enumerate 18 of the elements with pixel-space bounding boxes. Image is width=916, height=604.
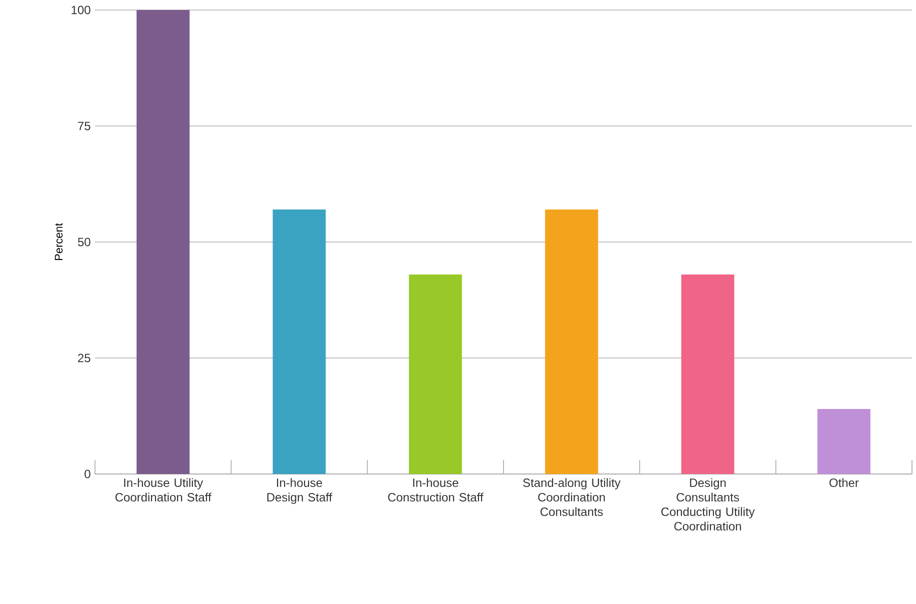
x-tick-label: Stand-along Utility Coordination Consultants xyxy=(523,478,621,516)
x-tick-label: In-house Design Staff xyxy=(267,478,332,504)
x-tick-label: In-house Construction Staff xyxy=(388,478,484,502)
y-tick-label: 50 xyxy=(78,238,90,246)
y-axis-title: Percent xyxy=(54,223,63,260)
x-tick-label: Design Consultants Conducting Utility Coordination xyxy=(661,478,755,531)
y-tick-label: 100 xyxy=(72,6,90,14)
bar xyxy=(545,210,598,474)
bar xyxy=(272,210,326,474)
x-tick-label: Other xyxy=(829,478,859,488)
y-tick-label: 0 xyxy=(84,470,90,478)
bar xyxy=(136,10,190,474)
y-tick-label: 75 xyxy=(78,122,90,130)
bar xyxy=(817,409,870,474)
bar xyxy=(681,274,734,474)
bar xyxy=(408,274,462,474)
y-tick-label: 25 xyxy=(78,354,90,362)
x-tick-label: In-house Utility Coordination Staff xyxy=(115,478,212,502)
